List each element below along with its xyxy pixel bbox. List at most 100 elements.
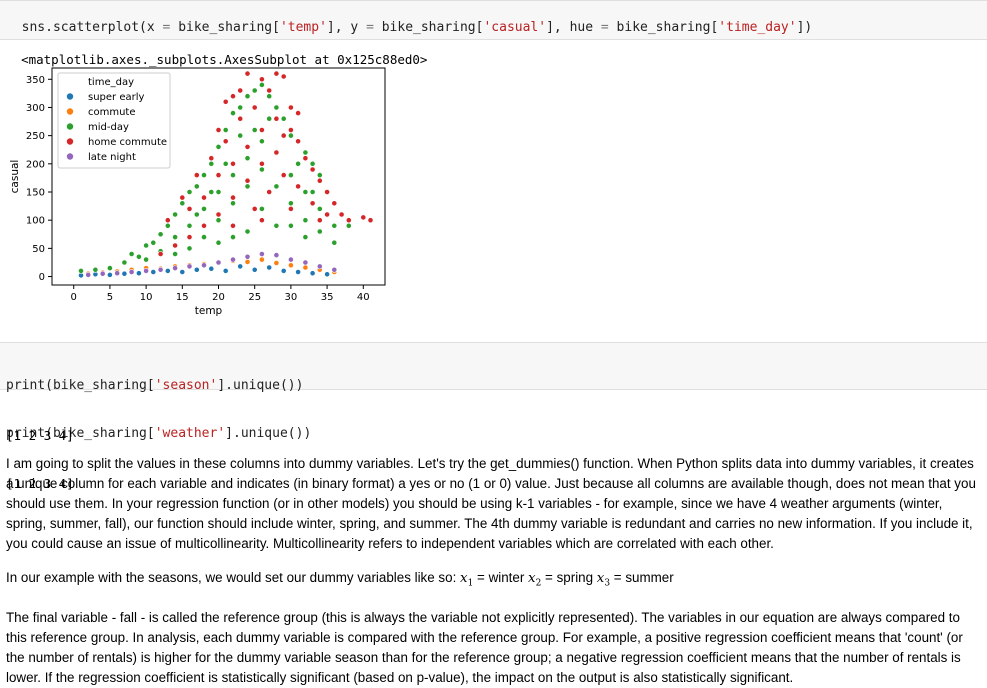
code-token: print(bike_sharing[ — [6, 426, 155, 441]
scatter-point — [287, 200, 294, 207]
scatter-point — [309, 270, 316, 277]
scatter-point — [273, 104, 280, 111]
scatter-point — [316, 217, 323, 224]
scatter-point — [128, 251, 135, 257]
legend-entry: mid-day — [88, 122, 129, 133]
scatter-point — [215, 127, 222, 133]
dummy-term: x1 = winter — [460, 570, 529, 589]
scatter-point — [258, 127, 265, 133]
code-cell-scatterplot[interactable]: sns.scatterplot(x = bike_sharing['temp']… — [0, 0, 987, 40]
output-line-season: [1 2 3 4] — [6, 428, 74, 443]
scatter-point — [302, 155, 309, 162]
code-token: bike_sharing[ — [373, 20, 484, 35]
scatter-point — [324, 211, 330, 218]
scatter-point — [316, 263, 323, 270]
scatter-point — [302, 217, 309, 224]
scatter-point — [237, 263, 244, 270]
scatter-point — [172, 234, 178, 240]
scatter-point — [244, 228, 251, 235]
scatter-point — [230, 200, 236, 207]
scatter-point — [345, 217, 352, 224]
scatter-point — [244, 155, 251, 162]
math-subscript: 2 — [535, 578, 542, 589]
x-axis-label: temp — [195, 305, 223, 317]
code-token: ].unique()) — [225, 426, 312, 441]
code-cell-unique[interactable]: print(bike_sharing['season'].unique()) p… — [0, 342, 987, 441]
scatter-point — [280, 132, 287, 139]
code-token: 'casual' — [483, 20, 547, 35]
scatter-point — [273, 70, 280, 77]
markdown-cell: I am going to split the values in these … — [0, 454, 987, 688]
scatter-point — [201, 222, 207, 229]
markdown-paragraph-reference-group: The final variable - fall - is called th… — [6, 609, 963, 685]
scatter-point — [172, 242, 178, 249]
scatter-point — [208, 265, 215, 272]
scatter-point — [230, 172, 236, 178]
scatter-point — [251, 104, 258, 111]
scatter-point — [179, 200, 186, 207]
scatter-point — [273, 252, 280, 258]
cell-output-unique: [1 2 3 4] [1 2 3 4] — [0, 396, 80, 508]
y-tick-label: 200 — [26, 159, 45, 170]
scatter-point — [258, 251, 265, 257]
term-value: = winter — [473, 570, 529, 585]
y-tick-label: 100 — [26, 216, 45, 227]
scatter-point — [215, 239, 222, 246]
scatter-point — [208, 155, 215, 162]
scatter-point — [251, 127, 258, 133]
scatter-point — [172, 211, 178, 218]
scatter-point — [331, 222, 338, 229]
y-tick-label: 300 — [26, 103, 45, 114]
scatter-point — [230, 110, 236, 116]
scatter-point — [280, 115, 287, 122]
scatter-point — [266, 115, 273, 122]
scatter-point — [164, 267, 171, 274]
scatter-point — [222, 160, 229, 167]
code-token: ], y — [326, 20, 367, 35]
code-token: = — [162, 20, 171, 35]
scatter-point — [316, 172, 323, 178]
scatter-point — [273, 222, 280, 229]
scatter-point — [309, 160, 316, 167]
code-token: print(bike_sharing[ — [6, 378, 155, 393]
scatter-point — [302, 259, 309, 266]
scatter-point — [258, 166, 265, 173]
code-token: bike_sharing[ — [608, 20, 719, 35]
math-subscript: 3 — [604, 578, 611, 589]
scatter-point — [287, 172, 294, 178]
scatter-point — [266, 87, 273, 94]
legend-marker — [66, 138, 74, 145]
scatter-point — [331, 266, 338, 273]
legend-marker — [66, 93, 74, 100]
scatter-point — [266, 264, 273, 271]
code-token: 'temp' — [279, 20, 327, 35]
scatter-point — [193, 172, 200, 178]
x-tick-label: 35 — [321, 292, 334, 303]
scatter-point — [266, 93, 273, 100]
code-token: 'time_day' — [718, 20, 797, 35]
scatter-point — [222, 98, 229, 105]
scatter-point — [135, 253, 142, 260]
scatterplot-svg: 0 5 10 15 20 25 30 35 40 0 50 100 150 200 250 300 350 tem… — [9, 67, 386, 317]
scatterplot-figure: 0 5 10 15 20 25 30 35 40 0 50 100 150 200 250 300 350 tem… — [0, 58, 400, 326]
scatter-point — [302, 189, 309, 195]
scatter-point — [193, 183, 200, 190]
scatter-point — [230, 160, 236, 167]
x-tick-label: 25 — [248, 292, 261, 303]
scatter-point — [150, 269, 157, 275]
scatter-point — [273, 149, 280, 156]
legend-title: time_day — [88, 77, 134, 88]
scatter-point — [302, 149, 309, 156]
scatter-point — [309, 166, 316, 173]
legend-entry: home commute — [88, 137, 167, 148]
scatter-point — [99, 270, 106, 277]
output-text: <matplotlib.axes._subplots.AxesSubplot a… — [21, 52, 428, 67]
math-variable: x3 — [596, 571, 611, 589]
scatter-point — [295, 183, 301, 190]
scatter-point — [201, 234, 207, 240]
scatter-point — [273, 115, 280, 122]
scatter-point — [302, 234, 309, 240]
scatter-point — [244, 177, 251, 184]
scatter-point — [331, 239, 338, 246]
scatter-point — [273, 183, 280, 190]
